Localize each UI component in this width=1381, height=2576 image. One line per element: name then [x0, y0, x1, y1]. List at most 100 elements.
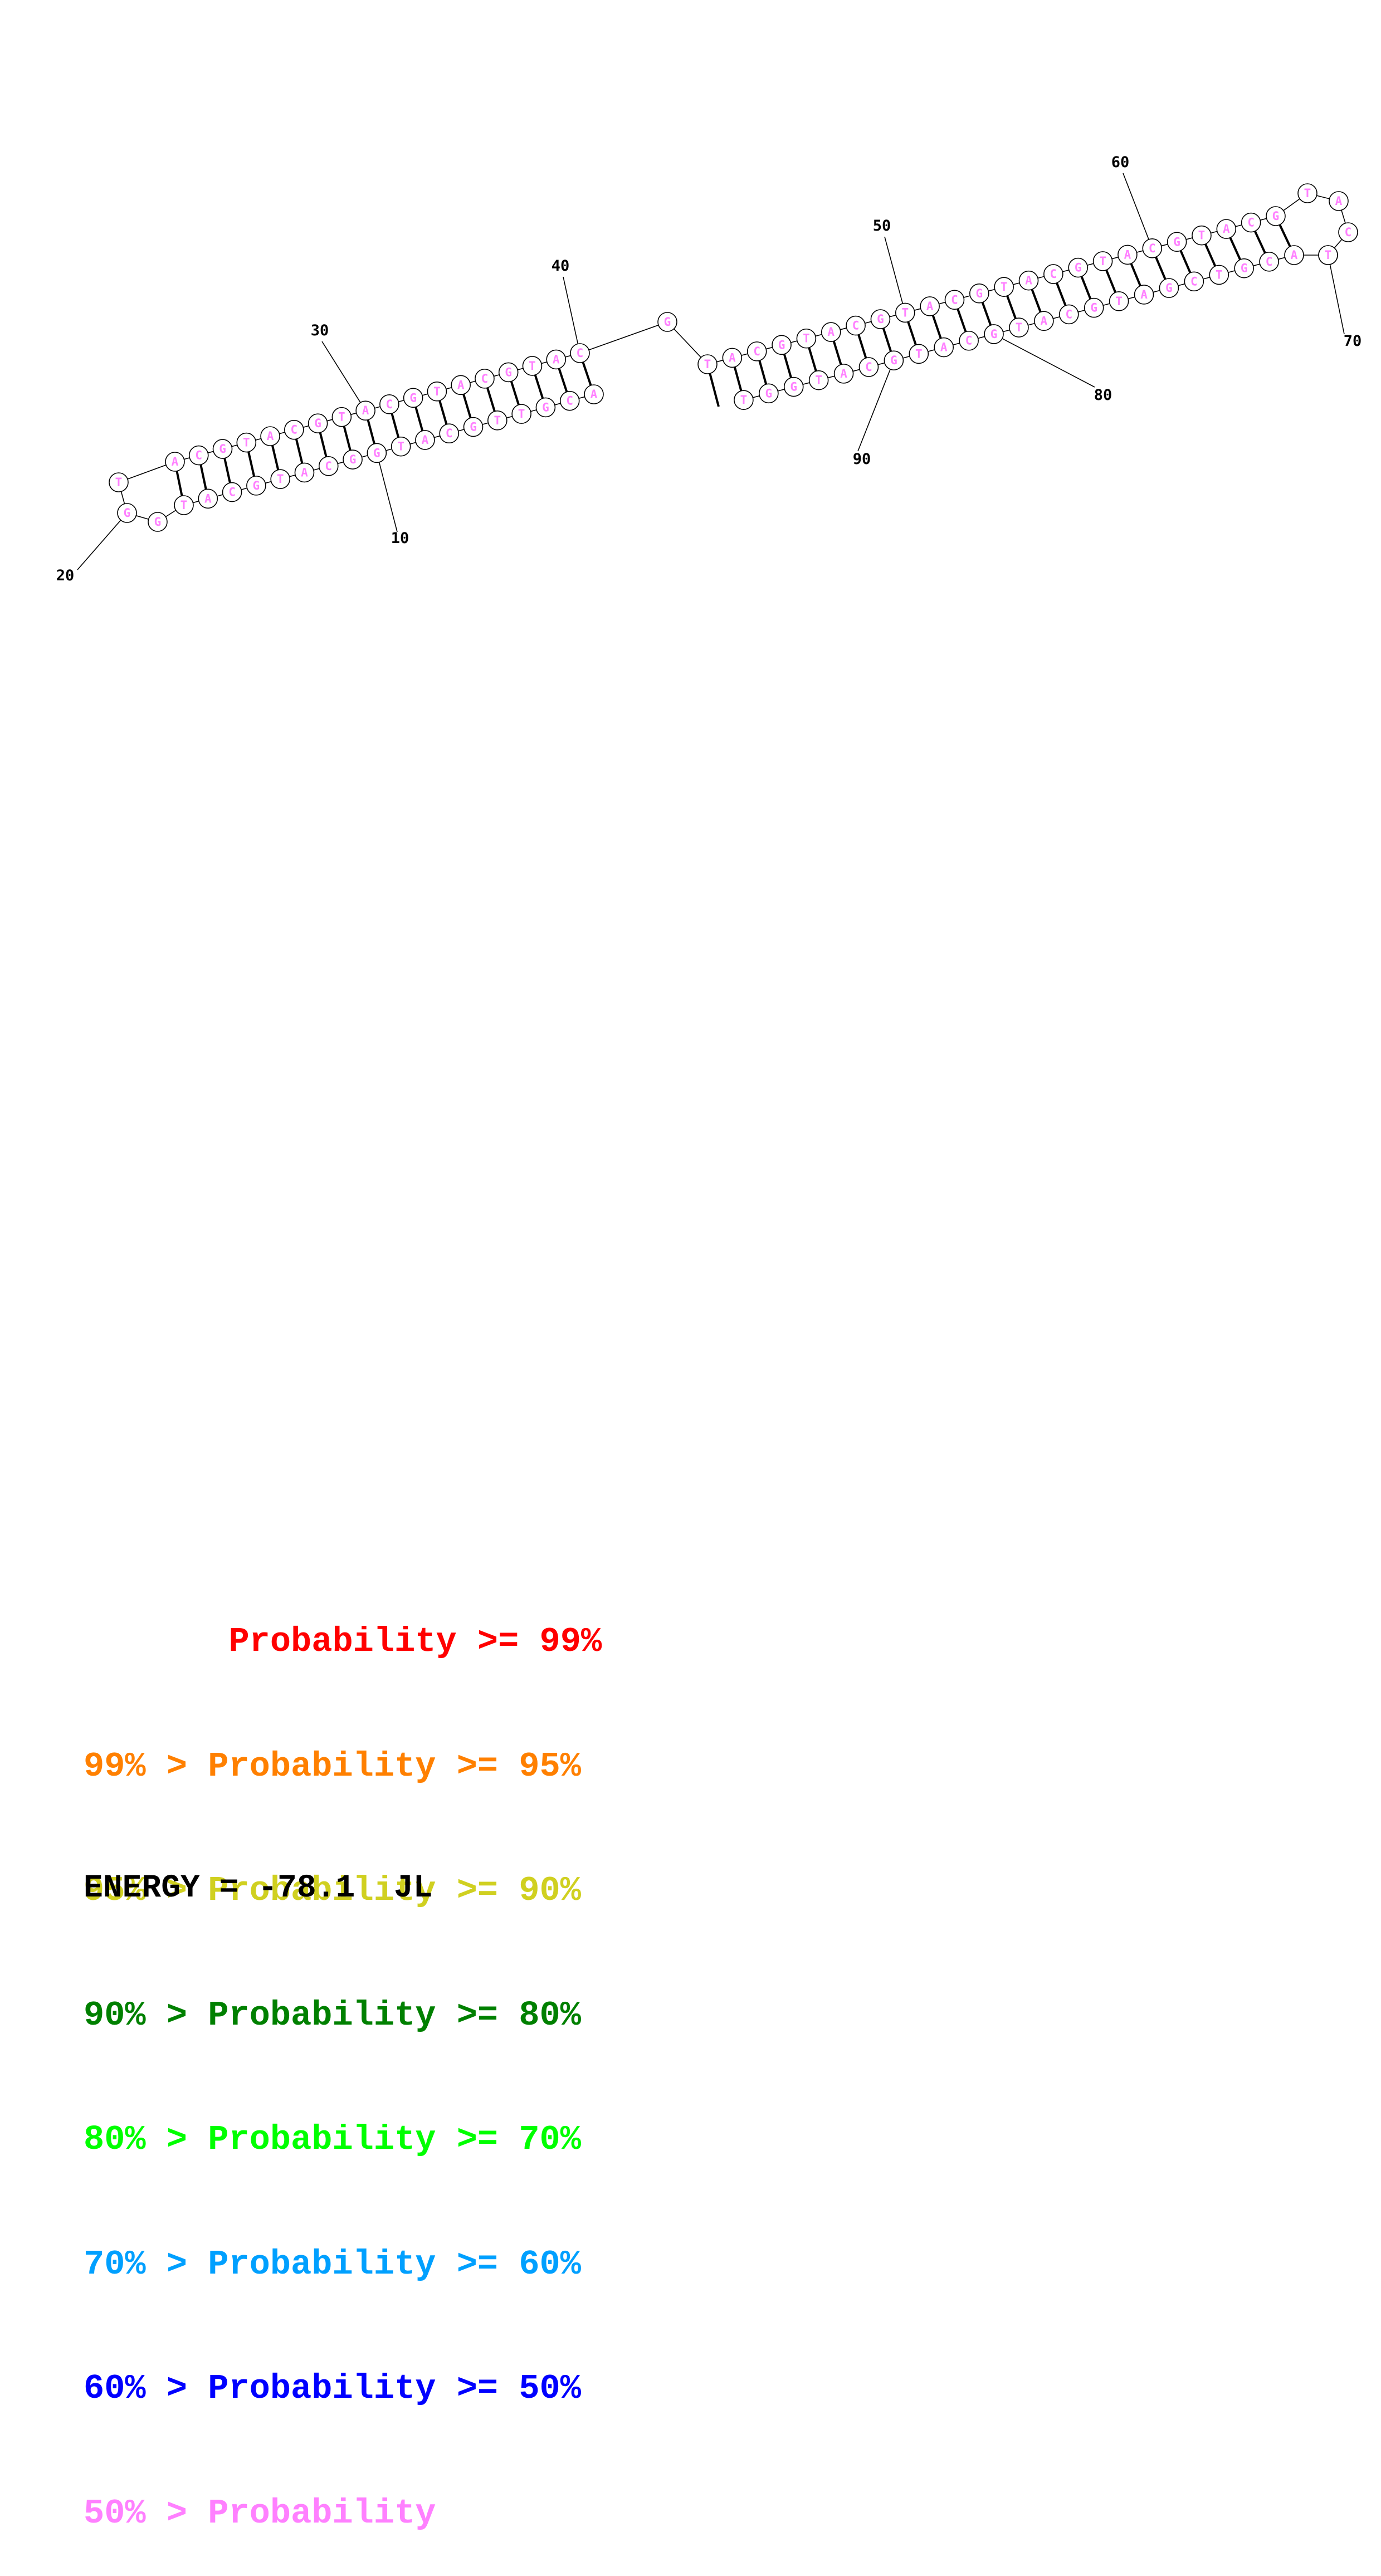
nucleotide: G [1167, 232, 1187, 252]
nucleotide: T [236, 432, 257, 453]
nucleotide-circle [833, 364, 854, 384]
nucleotide: C [1058, 304, 1079, 325]
nucleotide: G [984, 324, 1004, 344]
nucleotide-letter: G [124, 506, 131, 520]
nucleotide-circle [1118, 245, 1138, 265]
nucleotide-letter: G [765, 387, 772, 400]
nucleotide-letter: A [840, 367, 847, 380]
nucleotide: T [270, 469, 290, 489]
nucleotide-letter: A [1025, 274, 1032, 287]
nucleotide-letter: G [219, 442, 226, 456]
nucleotide-circle [772, 335, 792, 355]
nucleotide-letter: A [422, 433, 429, 447]
nucleotide-letter: A [591, 388, 598, 401]
nucleotide-circle [570, 343, 590, 363]
nucleotide-circle [657, 312, 677, 332]
nucleotide-circle [246, 476, 266, 496]
position-label: 70 [1344, 333, 1362, 350]
nucleotide-circle [463, 417, 484, 437]
nucleotide: C [1142, 238, 1163, 258]
nucleotide: C [1338, 222, 1358, 242]
position-label: 80 [1094, 387, 1112, 404]
nucleotide-letter: G [877, 312, 884, 326]
nucleotide-letter: G [349, 453, 357, 466]
nucleotide-letter: A [457, 378, 465, 392]
nucleotide-circle [734, 390, 754, 410]
legend-line: 80% > Probability >= 70% [84, 2120, 581, 2159]
nucleotide-circle [198, 488, 218, 509]
nucleotide: T [1109, 291, 1129, 311]
nucleotide-circle [1142, 238, 1163, 258]
position-tick [884, 236, 906, 313]
nucleotide-circle [697, 354, 718, 374]
energy-label: ENERGY = -78.1 JL [84, 1870, 433, 1907]
nucleotide-circle [355, 400, 375, 421]
nucleotide: G [246, 476, 266, 496]
nucleotide-letter: T [243, 436, 250, 449]
legend-line: 99% > Probability >= 95% [84, 1746, 581, 1786]
nucleotide: G [884, 350, 904, 371]
nucleotide-circle [1068, 257, 1089, 278]
nucleotide: C [858, 357, 879, 377]
nucleotide-letter: T [433, 385, 441, 398]
nucleotide-circle [284, 419, 304, 440]
nucleotide-letter: C [566, 394, 573, 408]
nucleotide-letter: T [529, 359, 536, 373]
nucleotide-circle [212, 439, 233, 459]
nucleotide-circle [391, 436, 411, 457]
nucleotide: G [498, 362, 519, 383]
position-tick [857, 360, 895, 452]
nucleotide-circle [546, 349, 567, 370]
nucleotide: T [109, 472, 129, 492]
nucleotide-circle [1134, 285, 1154, 305]
nucleotide-letter: G [664, 315, 671, 329]
nucleotide-letter: G [314, 417, 321, 430]
position-ticks: 10 20 30 40 50 60 70 80 90 [56, 154, 1362, 584]
nucleotide-circle [783, 377, 804, 397]
nucleotide-circle [270, 469, 290, 489]
nucleotide-circle [895, 302, 915, 323]
nucleotide-circle [331, 407, 352, 427]
nucleotide: C [379, 394, 399, 414]
nucleotide-circle [1234, 258, 1254, 278]
legend-line: 70% > Probability >= 60% [84, 2244, 581, 2284]
nucleotide: C [559, 390, 580, 411]
nucleotide-letter: T [1115, 295, 1123, 308]
position-tick [993, 334, 1095, 388]
nucleotide-circle [511, 404, 531, 424]
nucleotide-circle [174, 495, 194, 515]
nucleotide-letter: A [1291, 248, 1298, 262]
nucleotide: A [451, 375, 471, 395]
nucleotide-circle [1109, 291, 1129, 311]
backbone-segment [579, 321, 668, 354]
nucleotide: C [944, 290, 965, 310]
nucleotide-circle [451, 375, 471, 395]
nucleotide-circle [1297, 183, 1317, 203]
nucleotide-circle [222, 482, 242, 502]
nucleotide-circle [984, 324, 1004, 344]
nucleotide: T [522, 356, 543, 376]
nucleotide-letter: T [1099, 255, 1106, 268]
nucleotide: C [318, 456, 339, 476]
position-label: 40 [552, 257, 570, 275]
position-label: 60 [1111, 154, 1130, 171]
nucleotide-letter: A [1124, 248, 1131, 261]
nucleotide: C [222, 482, 242, 502]
nucleotide-letter: G [778, 338, 785, 351]
position-tick [1123, 173, 1153, 249]
nucleotide-circle [109, 472, 129, 492]
nucleotide-letter: C [852, 319, 860, 333]
nucleotide-letter: G [990, 328, 998, 341]
nucleotide-letter: C [1149, 242, 1156, 255]
nucleotide: A [1134, 285, 1154, 305]
nucleotide: G [969, 283, 989, 304]
nucleotide: C [1259, 252, 1279, 272]
nucleotide-letter: T [915, 347, 923, 360]
rna-structure-diagram: 10 20 30 40 50 60 70 80 90 A C G T T G C A T G G C A T G C A T G G T… [56, 154, 1362, 584]
nucleotide: G [1234, 258, 1254, 278]
nucleotide-letter: G [542, 400, 549, 414]
nucleotide-letter: T [901, 306, 909, 319]
nucleotide-circle [1184, 271, 1204, 292]
nucleotide: T [391, 436, 411, 457]
nucleotide-circle [1318, 245, 1338, 265]
